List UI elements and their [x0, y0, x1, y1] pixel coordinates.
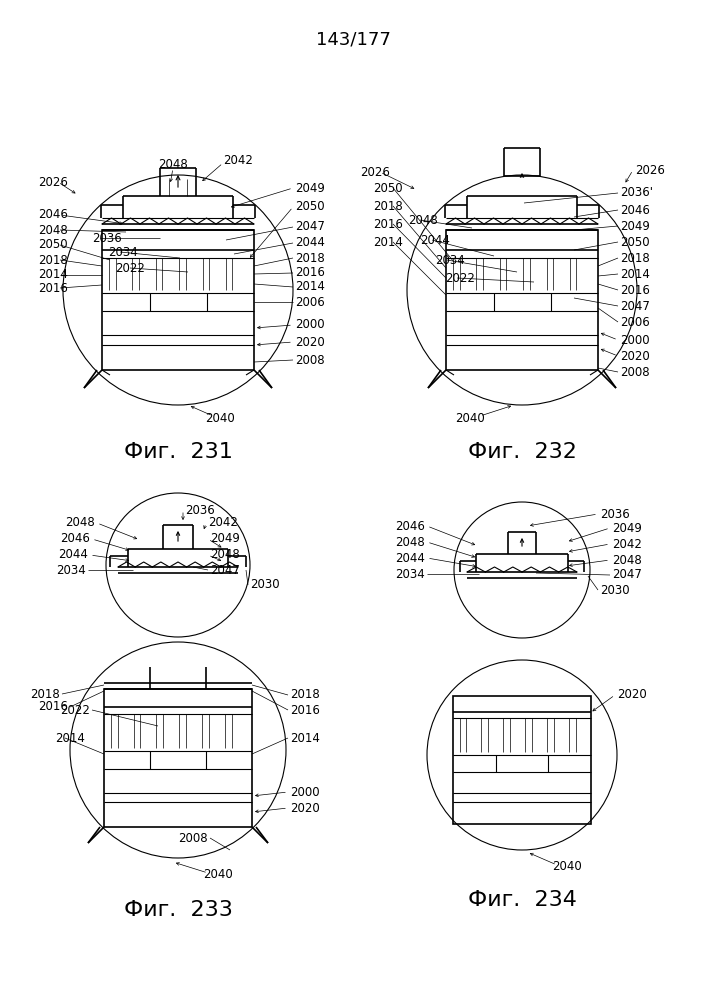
- Text: 2016: 2016: [620, 284, 650, 296]
- Text: 2048: 2048: [408, 214, 438, 227]
- Text: 2000: 2000: [290, 786, 320, 798]
- Text: 2014: 2014: [290, 732, 320, 744]
- Text: 2050: 2050: [373, 182, 402, 194]
- Text: 2048: 2048: [158, 158, 188, 172]
- Text: 2044: 2044: [295, 236, 325, 249]
- Text: 2048: 2048: [38, 224, 68, 236]
- Text: 2020: 2020: [295, 336, 325, 349]
- Text: 2008: 2008: [295, 354, 325, 366]
- Text: 2020: 2020: [290, 802, 320, 814]
- Text: 2016: 2016: [290, 704, 320, 716]
- Text: 2049: 2049: [620, 220, 650, 232]
- Text: 2046: 2046: [620, 204, 650, 217]
- Text: 2006: 2006: [295, 296, 325, 308]
- Text: 2040: 2040: [203, 868, 233, 882]
- Text: 2026: 2026: [360, 165, 390, 178]
- Text: 2014: 2014: [55, 732, 85, 744]
- Text: 2040: 2040: [205, 412, 235, 424]
- Text: 2050: 2050: [38, 238, 68, 251]
- Text: 2034: 2034: [395, 568, 425, 580]
- Text: 2049: 2049: [612, 522, 642, 534]
- Text: 2036': 2036': [620, 186, 653, 200]
- Text: 2050: 2050: [295, 200, 325, 214]
- Text: 2042: 2042: [223, 153, 253, 166]
- Bar: [446, 230, 598, 370]
- Text: 2036: 2036: [92, 232, 122, 244]
- Text: Фиг.  233: Фиг. 233: [124, 900, 233, 920]
- Text: 2018: 2018: [38, 253, 68, 266]
- Text: 2014: 2014: [373, 235, 403, 248]
- Text: 2050: 2050: [620, 235, 650, 248]
- Bar: [453, 696, 591, 824]
- Text: 2046: 2046: [60, 532, 90, 546]
- Text: Фиг.  232: Фиг. 232: [467, 442, 576, 462]
- Text: 2040: 2040: [455, 412, 485, 424]
- Text: 2034: 2034: [435, 253, 464, 266]
- Text: 2008: 2008: [178, 832, 208, 844]
- Text: 2036: 2036: [185, 504, 215, 516]
- Text: 2000: 2000: [295, 318, 325, 332]
- Text: 2046: 2046: [395, 520, 425, 532]
- Text: 2049: 2049: [295, 182, 325, 194]
- Text: 2018: 2018: [290, 688, 320, 702]
- Text: 2026: 2026: [635, 163, 665, 176]
- Text: 143/177: 143/177: [315, 31, 390, 49]
- Text: 2044: 2044: [58, 548, 88, 562]
- Text: 2048: 2048: [612, 554, 642, 566]
- Text: 2042: 2042: [612, 538, 642, 550]
- Text: 2034: 2034: [108, 245, 138, 258]
- Text: 2014: 2014: [620, 267, 650, 280]
- Text: 2030: 2030: [250, 578, 280, 591]
- Text: 2044: 2044: [395, 552, 425, 564]
- Text: 2006: 2006: [620, 316, 650, 328]
- Text: 2048: 2048: [65, 516, 95, 530]
- Text: 2022: 2022: [115, 261, 145, 274]
- Text: 2014: 2014: [295, 280, 325, 294]
- Text: 2016: 2016: [295, 266, 325, 279]
- Text: 2018: 2018: [373, 200, 403, 213]
- Text: 2044: 2044: [420, 233, 450, 246]
- Text: 2018: 2018: [30, 688, 60, 700]
- Text: 2022: 2022: [445, 271, 475, 284]
- Text: 2042: 2042: [208, 516, 238, 530]
- Text: 2047: 2047: [295, 221, 325, 233]
- Text: 2022: 2022: [60, 704, 90, 716]
- Text: 2030: 2030: [600, 584, 630, 596]
- Text: 2018: 2018: [295, 251, 325, 264]
- Text: 2036: 2036: [600, 508, 630, 520]
- Text: 2046: 2046: [38, 209, 68, 222]
- Text: 2016: 2016: [38, 700, 68, 714]
- Text: 2014: 2014: [38, 268, 68, 282]
- Text: 2047: 2047: [620, 300, 650, 312]
- Text: 2048: 2048: [395, 536, 425, 548]
- Bar: [104, 689, 252, 827]
- Text: 2047: 2047: [612, 568, 642, 582]
- Text: 2026: 2026: [38, 176, 68, 188]
- Text: 2016: 2016: [38, 282, 68, 294]
- Text: Фиг.  234: Фиг. 234: [467, 890, 576, 910]
- Text: 2040: 2040: [552, 860, 582, 874]
- Bar: [102, 230, 254, 370]
- Text: 2000: 2000: [620, 334, 650, 347]
- Text: 2020: 2020: [617, 688, 647, 702]
- Text: 2016: 2016: [373, 218, 403, 231]
- Text: 2034: 2034: [57, 564, 86, 576]
- Text: 2047: 2047: [210, 564, 240, 576]
- Text: 2018: 2018: [620, 251, 650, 264]
- Text: 2020: 2020: [620, 350, 650, 362]
- Text: Фиг.  231: Фиг. 231: [124, 442, 233, 462]
- Text: 2048: 2048: [210, 548, 240, 562]
- Text: 2049: 2049: [210, 532, 240, 546]
- Text: 2008: 2008: [620, 365, 650, 378]
